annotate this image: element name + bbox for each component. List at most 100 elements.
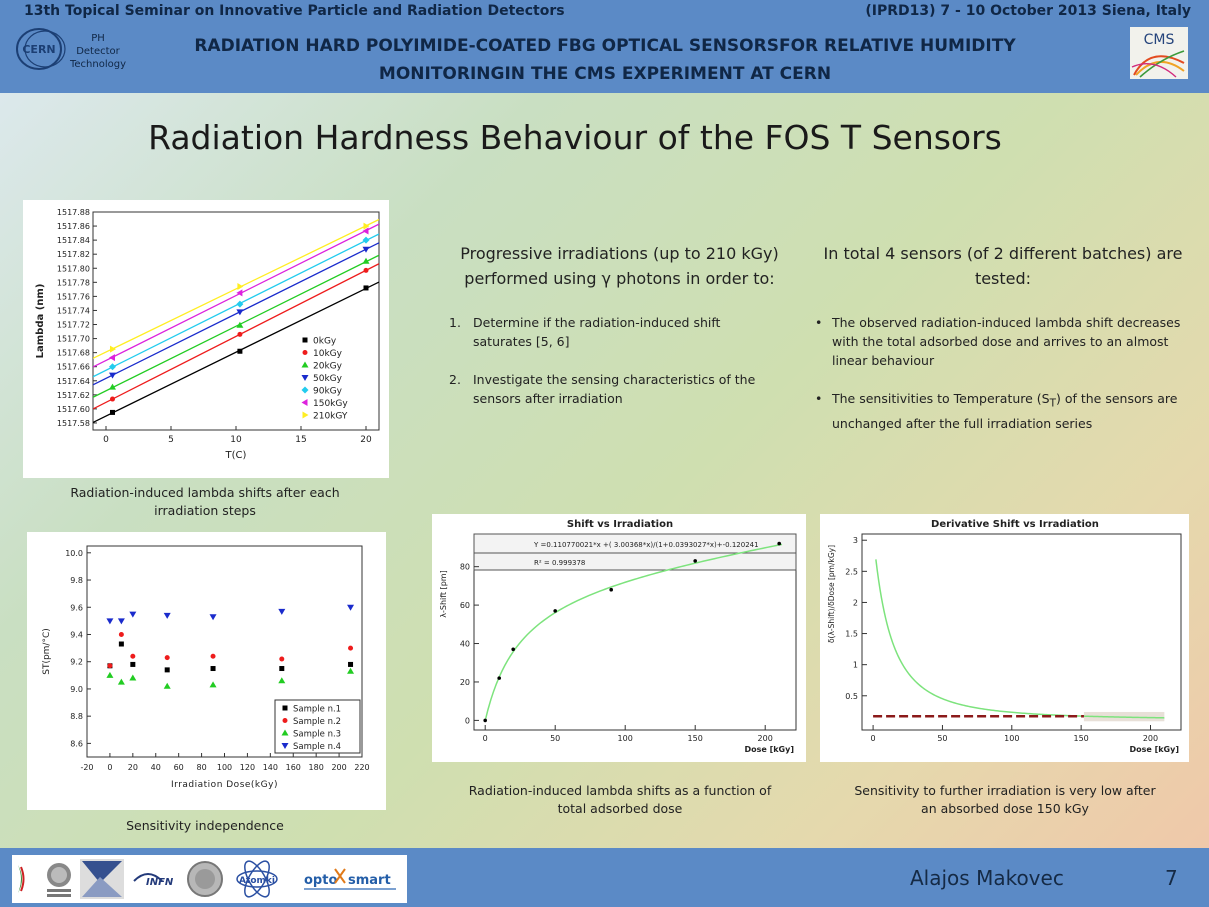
c1-ytick-label: 1517.70 <box>57 335 90 344</box>
c1-ytick-label: 1517.80 <box>57 264 90 273</box>
page-number: 7 <box>1165 866 1178 890</box>
c1-point-150kGy <box>362 227 369 235</box>
c2-xtick-label: 0 <box>107 763 112 772</box>
chart-4-svg: Derivative Shift vs Irradiation 0.5 1 1.5 2 2… <box>827 519 1182 754</box>
c4-ytick-label: 1.5 <box>845 630 858 639</box>
c2-point-Samplen.2 <box>210 653 216 659</box>
c1-legend-label: 210kGY <box>313 412 348 422</box>
ph-line-1: PH <box>91 33 105 44</box>
c3-point <box>497 676 501 680</box>
c2-xaxis-label: Irradiation Dose(kGy) <box>171 780 278 790</box>
c2-legend-label: Sample n.4 <box>293 742 341 752</box>
c1-fit-line-210kGY <box>93 218 379 359</box>
c3-ytick-label: 60 <box>460 601 470 610</box>
cern-logo-icon: CERN <box>16 28 66 70</box>
c3-point <box>609 587 613 592</box>
atomki-logo-icon: Atomki <box>236 860 278 898</box>
ph-line-3: Technology <box>69 59 126 70</box>
c3-ytick-label: 0 <box>465 716 470 725</box>
c2-xtick-label: 180 <box>309 763 324 772</box>
c1-ytick-label: 1517.84 <box>57 236 90 245</box>
c4-xtick-label: 100 <box>1004 734 1019 743</box>
c1-point-150kGy <box>236 289 243 297</box>
cms-logo-icon: CMS <box>1130 27 1188 79</box>
col1-list: 1. Determine if the radiation-induced shi… <box>449 313 773 427</box>
c4-derivative-curve <box>875 559 1165 719</box>
c1-legend-marker-210kGY <box>302 411 309 419</box>
c2-point-Samplen.2 <box>348 645 354 651</box>
c1-point-0kGy <box>363 285 369 291</box>
c3-point <box>777 541 781 546</box>
c1-fit-line-20kGy <box>93 254 379 398</box>
c1-point-0kGy <box>110 409 115 415</box>
c3-xtick-label: 100 <box>618 734 633 743</box>
col1-item-2-text: Investigate the sensing characteristics … <box>473 372 756 406</box>
c4-ytick-label: 1 <box>853 661 858 670</box>
c4-xaxis-label: Dose [kGy] <box>1129 745 1179 754</box>
col2-item-1-text: The observed radiation-induced lambda sh… <box>832 315 1181 368</box>
c3-title: Shift vs Irradiation <box>567 519 673 530</box>
italy-flag-logo-icon <box>18 865 25 893</box>
c2-xtick-label: 100 <box>217 763 232 772</box>
col2-item-2-sub: T <box>1049 397 1056 410</box>
c3-xtick-label: 50 <box>550 734 560 743</box>
col2-bullet-1-icon: • <box>815 315 823 330</box>
c1-fit-line-50kGy <box>93 242 379 386</box>
header-bar <box>0 0 1209 93</box>
c2-xtick-label: -20 <box>80 763 93 772</box>
c1-legend-marker-150kGy <box>301 399 308 406</box>
col1-item-2: 2. Investigate the sensing characteristic… <box>449 370 773 408</box>
seminar-dates: (IPRD13) 7 - 10 October 2013 Siena, Ital… <box>865 3 1191 19</box>
chart-1-svg: 1517.58 1517.60 1517.62 1517.64 1517.66 1517.… <box>35 208 380 461</box>
chart-lambda-vs-temperature: 1517.58 1517.60 1517.62 1517.64 1517.66 1517.… <box>23 200 389 478</box>
c2-point-Samplen.2 <box>107 663 113 669</box>
physics-department-logo-icon <box>80 859 124 899</box>
c2-ytick-label: 9.2 <box>70 658 83 667</box>
c2-legend-box <box>274 699 361 754</box>
c1-legend-label: 150kGy <box>313 399 348 409</box>
opto-logo-text: opto <box>304 873 337 888</box>
c4-plot-frame <box>861 533 1182 731</box>
c1-ytick-label: 1517.62 <box>57 391 90 400</box>
c2-xtick-label: 160 <box>286 763 301 772</box>
c2-legend-marker <box>281 743 289 749</box>
col2-bullet-2-icon: • <box>815 391 823 406</box>
c1-point-20kGy <box>236 321 244 328</box>
infn-logo-text: INFN <box>146 877 174 888</box>
c1-point-20kGy <box>109 383 116 390</box>
c4-ytick-label: 2.5 <box>845 567 858 576</box>
col1-item-2-num: 2. <box>449 372 461 387</box>
c2-xtick-label: 220 <box>354 763 369 772</box>
c1-legend-label: 50kGy <box>313 374 343 384</box>
c4-ytick-label: 2 <box>853 598 858 607</box>
c2-point-Samplen.1 <box>279 666 285 672</box>
c3-xtick-label: 200 <box>758 734 773 743</box>
c1-point-150kGy <box>109 354 115 362</box>
cms-logo-text: CMS <box>1144 32 1175 48</box>
chart-shift-vs-irradiation: Shift vs Irradiation Y =0.110770021*x +( … <box>432 514 806 762</box>
c2-ytick-label: 9.6 <box>70 603 83 612</box>
c1-fit-line-90kGy <box>93 233 379 378</box>
c1-point-90kGy <box>362 236 370 244</box>
c2-xtick-label: 40 <box>151 763 161 772</box>
c1-xtick-label: 20 <box>360 435 372 445</box>
c4-xtick-label: 200 <box>1143 734 1158 743</box>
c1-ytick-label: 1517.74 <box>57 306 90 315</box>
col2-heading: In total 4 sensors (of 2 different batch… <box>823 244 1183 288</box>
c4-ytick-label: 3 <box>853 536 858 545</box>
c2-legend-label: Sample n.1 <box>293 705 341 715</box>
c2-xtick-label: 140 <box>263 763 278 772</box>
c2-legend-marker <box>282 705 288 711</box>
c2-point-Samplen.4 <box>106 618 114 625</box>
col2-item-2-pre: The sensitivities to Temperature (S <box>832 391 1050 406</box>
c1-point-50kGy <box>236 309 244 316</box>
caption-chart-4: Sensitivity to further irradiation is ve… <box>854 783 1156 816</box>
c2-point-Samplen.3 <box>209 681 217 688</box>
optosmart-logo-icon: opto smart <box>304 868 396 890</box>
c3-xaxis-label: Dose [kGy] <box>744 745 794 754</box>
c2-point-Samplen.3 <box>163 682 171 689</box>
c2-point-Samplen.4 <box>278 608 286 615</box>
c1-fit-line-150kGy <box>93 223 379 368</box>
c1-xtick-label: 0 <box>103 435 109 445</box>
